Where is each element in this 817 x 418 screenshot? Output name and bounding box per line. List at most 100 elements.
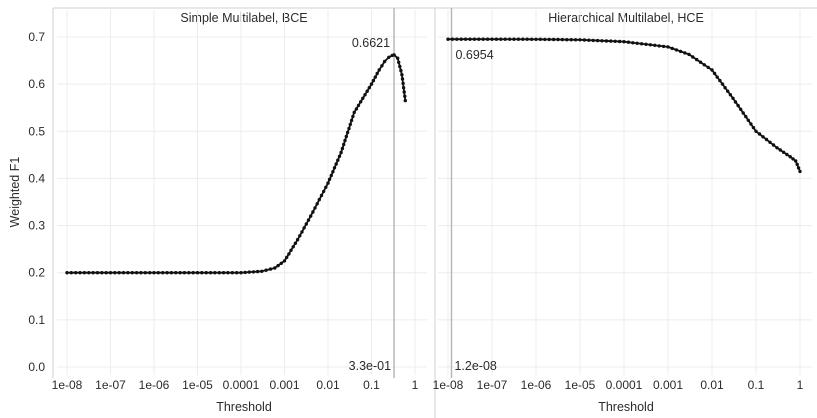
data-point	[397, 60, 401, 64]
data-point	[108, 271, 113, 275]
data-point	[213, 271, 217, 275]
data-point	[279, 261, 283, 265]
data-point	[74, 271, 78, 275]
data-point	[710, 68, 714, 72]
data-point	[352, 110, 356, 115]
data-point	[100, 271, 104, 275]
data-point	[490, 37, 494, 41]
data-point	[798, 169, 802, 174]
data-point	[315, 202, 319, 206]
data-point	[342, 142, 346, 147]
data-point	[243, 270, 247, 275]
data-point	[387, 55, 391, 59]
data-point	[450, 37, 455, 41]
data-point	[396, 56, 400, 60]
data-point	[373, 75, 377, 79]
data-point	[781, 150, 786, 154]
data-point	[367, 86, 371, 90]
data-point	[344, 134, 348, 139]
data-point	[187, 271, 191, 275]
data-point	[178, 271, 182, 275]
data-point	[304, 222, 308, 226]
data-point	[251, 270, 256, 274]
data-point	[744, 114, 748, 119]
data-point	[247, 270, 251, 274]
data-point	[235, 271, 239, 275]
panel-2-title: Hierarchical Multilabel, HCE	[548, 11, 704, 25]
data-point	[525, 37, 529, 41]
data-point	[731, 96, 735, 101]
data-point	[728, 93, 733, 97]
data-point	[565, 38, 569, 42]
data-point	[695, 57, 699, 62]
data-point	[291, 245, 295, 249]
data-point	[337, 154, 342, 158]
data-point	[293, 241, 298, 245]
data-point	[691, 55, 695, 59]
data-point	[311, 210, 315, 214]
data-point	[156, 271, 160, 275]
data-point	[268, 267, 273, 271]
data-point	[400, 73, 404, 77]
x-tick-label: 0.0001	[223, 378, 260, 392]
data-point	[794, 159, 798, 163]
data-point	[595, 38, 600, 43]
data-point	[481, 37, 485, 41]
data-point	[757, 132, 762, 136]
data-point	[702, 63, 706, 67]
data-point	[217, 271, 221, 275]
best-value-label: 0.6621	[352, 36, 390, 50]
data-point	[169, 271, 174, 275]
data-point	[400, 77, 405, 81]
data-point	[322, 189, 326, 194]
data-point	[365, 89, 369, 93]
data-point	[764, 137, 769, 142]
data-point	[260, 269, 264, 273]
data-point	[139, 271, 143, 275]
panel-1-x-axis-label: Threshold	[216, 400, 272, 414]
data-point	[204, 271, 208, 275]
data-point	[653, 43, 657, 47]
data-point	[494, 37, 499, 41]
data-point	[324, 185, 328, 189]
data-point	[551, 37, 556, 42]
data-point	[560, 37, 565, 42]
data-point	[392, 53, 396, 57]
data-point	[600, 39, 604, 43]
data-point	[285, 255, 289, 260]
data-point	[339, 150, 343, 155]
data-point	[739, 107, 743, 112]
data-point	[317, 197, 321, 202]
x-tick-label: 0.1	[748, 378, 765, 392]
data-point	[507, 37, 512, 41]
x-tick-label: 1e-07	[95, 378, 126, 392]
data-point	[582, 38, 587, 42]
data-point	[657, 44, 661, 48]
data-point	[69, 271, 74, 275]
data-point	[796, 166, 801, 170]
data-point	[375, 71, 379, 76]
data-point	[644, 42, 648, 46]
data-point	[785, 152, 789, 157]
data-point	[126, 271, 130, 275]
data-point	[380, 64, 384, 68]
data-point	[401, 81, 405, 86]
y-tick-label: 0.1	[28, 313, 45, 327]
data-point	[622, 40, 626, 44]
data-point	[230, 271, 234, 275]
data-point	[746, 118, 750, 123]
data-point	[165, 271, 169, 275]
data-point	[332, 166, 337, 170]
data-point	[340, 146, 345, 151]
x-tick-label: 1e-08	[52, 378, 83, 392]
data-point	[398, 64, 402, 69]
data-point	[674, 48, 679, 52]
x-tick-label: 1e-06	[139, 378, 170, 392]
data-point	[399, 68, 403, 73]
data-point	[775, 146, 779, 150]
x-tick-label: 1e-07	[477, 378, 508, 392]
data-point	[698, 60, 703, 64]
data-point	[754, 129, 758, 133]
data-point	[778, 148, 782, 152]
x-tick-label: 0.001	[269, 378, 299, 392]
